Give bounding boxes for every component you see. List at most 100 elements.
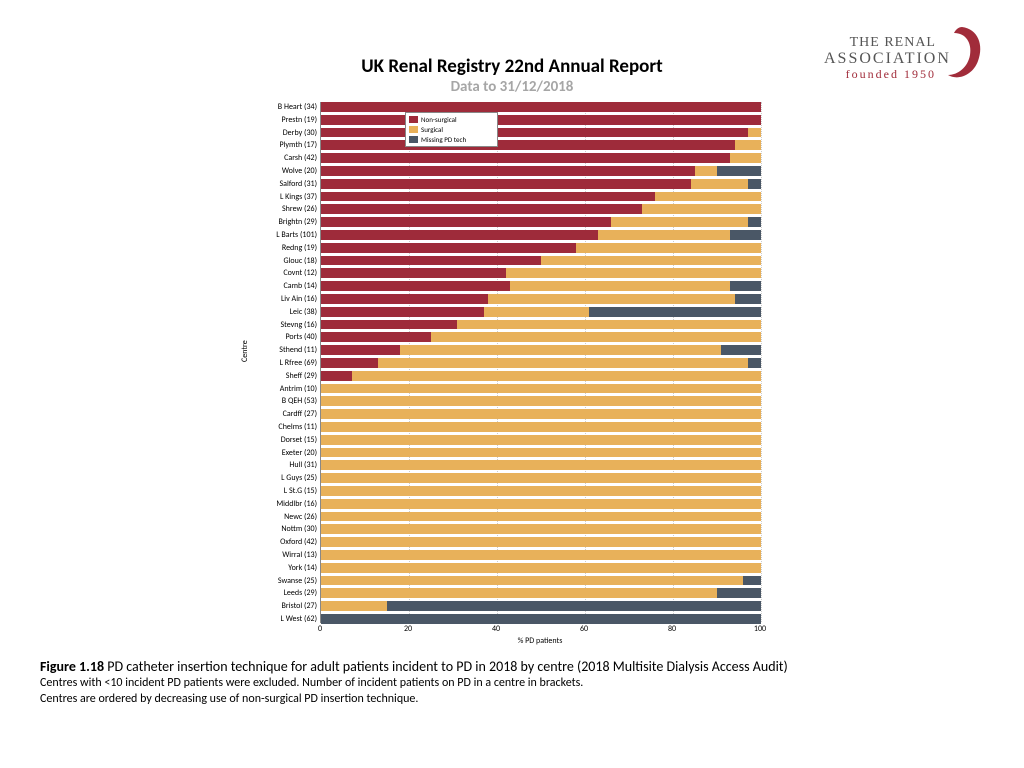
centre-label: L West (62) [281,615,317,623]
x-tick: 40 [492,624,500,634]
centre-label: Leic (38) [290,308,317,316]
x-tick: 20 [404,624,412,634]
bar-row [321,409,761,419]
bar-segment-nonsurgical [321,320,457,330]
legend-item: Surgical [409,125,494,135]
bar-row [321,166,761,176]
bar-segment-nonsurgical [321,102,761,112]
x-axis-label: % PD patients [320,636,760,646]
bar-segment-nonsurgical [321,192,655,202]
logo-line1: THE RENAL [824,35,936,50]
bar-segment-missing [717,588,761,598]
bar-row [321,460,761,470]
centre-label: Liv Ain (16) [281,295,317,303]
bar-segment-surgical [321,563,761,573]
centre-label: Chelms (11) [278,423,317,431]
bar-row [321,307,761,317]
centre-label: L Guys (25) [281,474,317,482]
centre-label: Nottm (30) [281,525,317,533]
bar-segment-surgical [321,384,761,394]
bar-segment-nonsurgical [321,153,730,163]
centre-label: B QEH (53) [282,397,317,405]
bar-segment-missing [748,358,761,368]
centre-label: Antrim (10) [280,385,317,393]
bar-segment-surgical [730,153,761,163]
legend-label: Missing PD tech [421,135,466,145]
bar-segment-surgical [321,537,761,547]
bar-row [321,435,761,445]
bar-segment-missing [730,281,761,291]
bar-segment-surgical [321,576,743,586]
x-tick: 0 [318,624,322,634]
bar-segment-nonsurgical [321,243,576,253]
centre-label: L Rfree (69) [280,359,317,367]
bar-segment-surgical [352,371,761,381]
bar-segment-surgical [321,601,387,611]
centre-label: Newc (26) [284,513,317,521]
bar-segment-surgical [321,396,761,406]
bar-segment-surgical [321,499,761,509]
bar-row [321,537,761,547]
bar-segment-nonsurgical [321,281,510,291]
bar-row [321,128,761,138]
bar-segment-missing [387,601,761,611]
legend-item: Non-surgical [409,115,494,125]
bar-segment-surgical [321,550,761,560]
bar-row [321,294,761,304]
centre-label: B Heart (34) [278,103,317,111]
bar-row [321,563,761,573]
centre-label: York (14) [288,564,317,572]
legend-swatch [409,126,418,133]
bar-segment-nonsurgical [321,294,488,304]
logo-line3: founded 1950 [824,68,936,81]
bar-segment-nonsurgical [321,268,506,278]
bar-row [321,499,761,509]
centre-label: L Kings (37) [280,193,317,201]
bar-segment-surgical [642,204,761,214]
bar-segment-surgical [321,473,761,483]
centre-label: Glouc (18) [284,257,317,265]
centre-label: Sthend (11) [279,346,317,354]
bar-segment-surgical [321,435,761,445]
bar-row [321,320,761,330]
centre-label: Redng (19) [282,244,317,252]
bar-row [321,192,761,202]
bar-segment-surgical [695,166,717,176]
renal-association-logo: THE RENAL ASSOCIATION founded 1950 [824,35,984,81]
bar-row [321,524,761,534]
bar-segment-nonsurgical [321,256,541,266]
bar-row [321,614,761,624]
bar-segment-surgical [431,332,761,342]
x-tick: 100 [754,624,766,634]
bar-segment-surgical [378,358,748,368]
pd-technique-chart: Centre B Heart (34)Prestn (19)Derby (30)… [260,102,760,642]
bar-segment-surgical [691,179,748,189]
bar-segment-surgical [321,422,761,432]
bar-segment-missing [730,230,761,240]
bar-row [321,473,761,483]
bar-segment-surgical [321,486,761,496]
bar-segment-surgical [321,588,717,598]
bar-segment-surgical [321,512,761,522]
centre-label: Ports (40) [285,333,317,341]
centre-label: Leeds (29) [284,589,317,597]
centre-label: Camb (14) [284,282,317,290]
centre-label: L St.G (15) [284,487,317,495]
centre-label: Wolve (20) [282,167,317,175]
centre-label: Exeter (20) [282,449,317,457]
bar-row [321,204,761,214]
centre-label: Covnt (12) [283,269,317,277]
bar-segment-surgical [506,268,761,278]
bar-segment-nonsurgical [321,332,431,342]
bar-segment-nonsurgical [321,358,378,368]
bar-row [321,358,761,368]
logo-swirl-icon [940,25,984,83]
chart-legend: Non-surgicalSurgicalMissing PD tech [405,112,498,147]
y-axis-label: Centre [240,340,250,362]
bar-row [321,115,761,125]
centre-label: Stevng (16) [280,321,317,329]
bar-segment-surgical [655,192,761,202]
bar-segment-nonsurgical [321,230,598,240]
centre-label: Derby (30) [283,129,317,137]
centre-label: Brightn (29) [278,218,317,226]
